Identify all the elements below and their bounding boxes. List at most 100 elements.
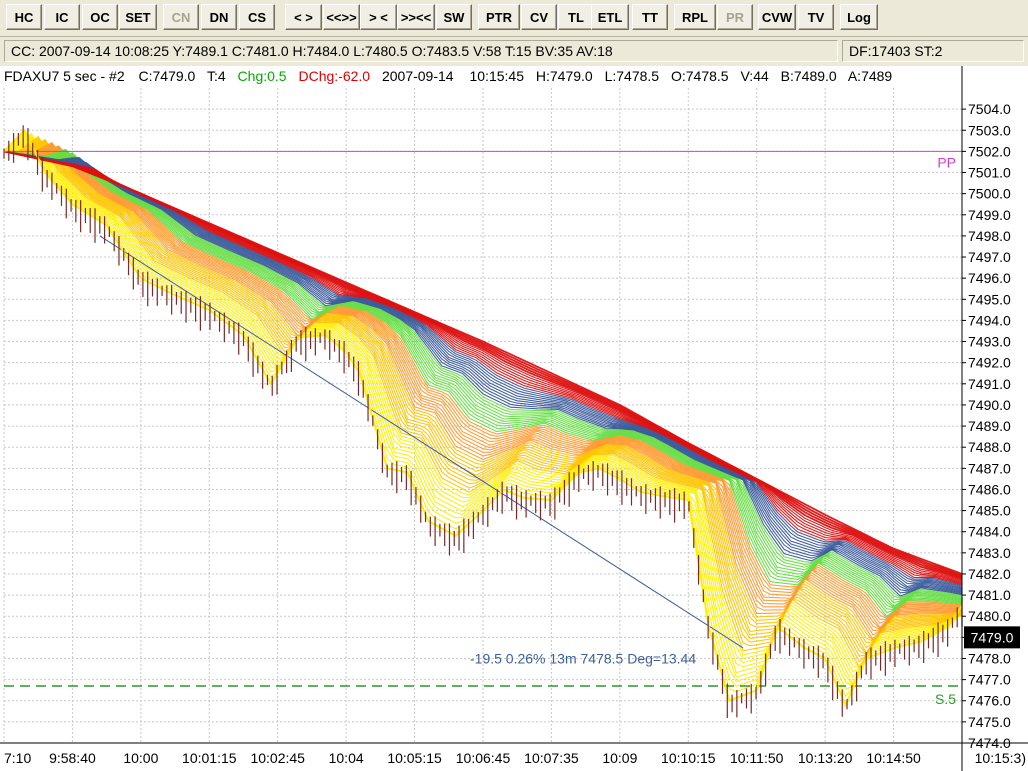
y-tick-label: 7499.0	[968, 207, 1011, 223]
toolbar-button-etl[interactable]: ETL	[591, 4, 629, 30]
toolbar: HC IC OC SET CN DN CS < > <<>> > < >><< SW PTR CV TL ET…	[0, 0, 1028, 37]
toolbar-button-sw[interactable]: SW	[436, 4, 472, 30]
cursor-info: CC: 2007-09-14 10:08:25 Y:7489.1 C:7481.…	[4, 40, 838, 62]
ribbon-line-31	[3, 149, 963, 614]
ribbon-line-38	[3, 150, 963, 600]
ribbon-line-34	[3, 150, 963, 608]
ribbon-line-13	[3, 140, 963, 655]
y-tick-label: 7496.0	[968, 270, 1011, 286]
x-tick-label: 10:14:50	[866, 750, 921, 766]
trendline-layer	[99, 235, 744, 649]
toolbar-button-log[interactable]: Log	[840, 4, 878, 30]
x-tick-label: 10:05:15	[387, 750, 442, 766]
toolbar-button-tl[interactable]: TL	[558, 4, 594, 30]
toolbar-button-gtgtltlt[interactable]: >><<	[397, 4, 435, 30]
ribbon-line-32	[3, 150, 963, 611]
header-dchange: DChg:-62.0	[298, 68, 370, 84]
x-tick-label: 10:01:15	[182, 750, 237, 766]
price-line	[3, 128, 963, 708]
price-chart[interactable]: PP S.5 7474.07475.07476.07477.07478.07479…	[0, 66, 1028, 771]
y-tick-label: 7497.0	[968, 249, 1011, 265]
y-tick-label: 7480.0	[968, 608, 1011, 624]
x-tick-label: 10:11:50	[730, 750, 784, 766]
toolbar-button-oc[interactable]: OC	[82, 4, 118, 30]
level-label-pp: PP	[937, 154, 956, 170]
header-bid: B:7489.0	[781, 68, 837, 84]
toolbar-button-ptr[interactable]: PTR	[478, 4, 520, 30]
y-tick-label: 7490.0	[968, 397, 1011, 413]
y-tick-label: 7492.0	[968, 355, 1011, 371]
ribbon-line-4	[3, 134, 963, 686]
x-tick-label: 10:00	[123, 750, 158, 766]
ribbon-line-7	[3, 136, 963, 672]
header-close: C:7479.0	[139, 68, 196, 84]
toolbar-button-dn[interactable]: DN	[201, 4, 237, 30]
ribbon-line-30	[3, 148, 963, 618]
ribbon-line-40	[3, 150, 963, 597]
ribbon-line-39	[3, 150, 963, 599]
toolbar-button-cvw[interactable]: CVW	[758, 4, 796, 30]
ribbon-line-36	[3, 150, 963, 604]
toolbar-button-rpl[interactable]: RPL	[674, 4, 716, 30]
y-tick-label: 7476.0	[968, 693, 1011, 709]
toolbar-button-ltltgtgt[interactable]: <<>>	[323, 4, 360, 30]
ribbon-line-60	[3, 150, 963, 575]
info-bar: CC: 2007-09-14 10:08:25 Y:7489.1 C:7481.…	[0, 38, 1028, 64]
x-tick-label: 10:15:3)	[975, 750, 1026, 766]
header-ticks: T:4	[207, 68, 226, 84]
toolbar-button-ltgt[interactable]: < >	[285, 4, 322, 30]
toolbar-button-gtlt[interactable]: > <	[360, 4, 397, 30]
y-tick-label: 7486.0	[968, 481, 1011, 497]
toolbar-button-cs[interactable]: CS	[239, 4, 275, 30]
ribbon-line-5	[3, 132, 963, 685]
header-ask: A:7489	[848, 68, 893, 84]
last-price-tag	[964, 626, 1020, 649]
ribbon-line-19	[3, 143, 963, 642]
ribbon-line-12	[3, 138, 963, 657]
x-tick-label: 10:06:45	[456, 750, 511, 766]
header-low: L:7478.5	[605, 68, 660, 84]
y-tick-label: 7489.0	[968, 418, 1011, 434]
x-tick-label: 7:10	[4, 750, 31, 766]
ribbon-line-35	[3, 150, 963, 607]
y-tick-label: 7491.0	[968, 376, 1011, 392]
trendline-annotation: -19.5 0.26% 13m 7478.5 Deg=13.44	[470, 650, 696, 666]
header-time: 10:15:45	[469, 68, 524, 84]
toolbar-button-cv[interactable]: CV	[521, 4, 557, 30]
x-tick-label: 10:10:15	[661, 750, 716, 766]
y-tick-label: 7488.0	[968, 439, 1011, 455]
chart-header: FDAXU7 5 sec - #2 C:7479.0 T:4 Chg:0.5 D…	[4, 68, 892, 84]
ribbon-line-37	[3, 150, 963, 601]
x-tick-label: 10:07:35	[524, 750, 579, 766]
x-tick-label: 10:13:20	[798, 750, 853, 766]
ribbon-line-41	[3, 150, 963, 595]
y-tick-label: 7478.0	[968, 650, 1011, 666]
ribbon-line-6	[3, 134, 963, 679]
ribbon-line-9	[3, 137, 963, 669]
y-tick-label: 7504.0	[968, 101, 1011, 117]
toolbar-button-hc[interactable]: HC	[6, 4, 42, 30]
ribbon-line-16	[3, 140, 963, 649]
toolbar-button-tv[interactable]: TV	[798, 4, 834, 30]
toolbar-button-ic[interactable]: IC	[44, 4, 80, 30]
toolbar-button-pr[interactable]: PR	[717, 4, 753, 30]
header-date: 2007-09-14	[382, 68, 454, 84]
ribbon-line-15	[3, 138, 963, 654]
level-label-s5: S.5	[935, 691, 956, 707]
data-feed-info: DF:17403 ST:2	[842, 40, 1024, 62]
ribbon-line-33	[3, 150, 963, 610]
toolbar-button-cn[interactable]: CN	[163, 4, 199, 30]
ribbon-line-29	[3, 149, 963, 619]
y-tick-label: 7500.0	[968, 186, 1011, 202]
toolbar-button-set[interactable]: SET	[119, 4, 157, 30]
y-tick-label: 7495.0	[968, 291, 1011, 307]
x-tick-label: 9:58:40	[49, 750, 96, 766]
toolbar-button-tt[interactable]: TT	[632, 4, 668, 30]
y-tick-label: 7484.0	[968, 524, 1011, 540]
y-tick-label: 7477.0	[968, 672, 1011, 688]
header-volume: V:44	[740, 68, 768, 84]
axes: 7474.0 7475.0 7476.0 7477.0 7478.0 7479.0 7480…	[0, 66, 1028, 771]
trendline	[99, 235, 744, 649]
y-tick-label: 7487.0	[968, 460, 1011, 476]
y-tick-label: 7482.0	[968, 566, 1011, 582]
